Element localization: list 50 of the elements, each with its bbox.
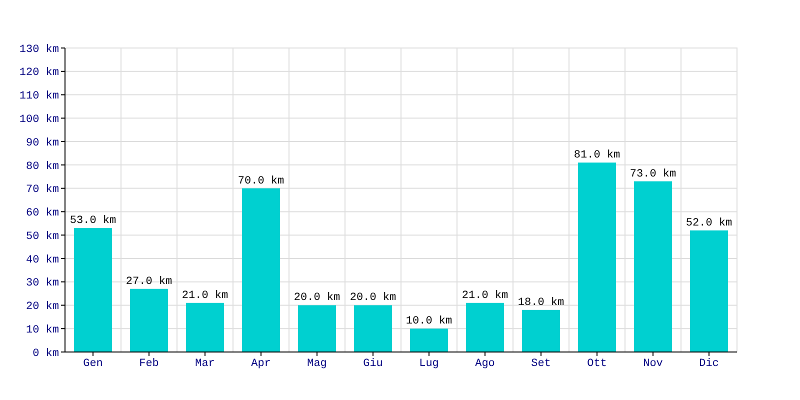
data-label: 53.0 km — [70, 215, 116, 228]
x-tick-label: Gen — [83, 358, 103, 370]
x-tick-label: Apr — [251, 358, 271, 370]
x-tick-label: Mar — [195, 358, 215, 370]
data-label: 20.0 km — [350, 292, 396, 304]
y-tick-label: 40 km — [26, 254, 60, 266]
data-label: 18.0 km — [518, 296, 564, 309]
data-label: 81.0 km — [574, 150, 620, 162]
y-tick-label: 50 km — [26, 230, 60, 243]
y-tick-label: 60 km — [26, 208, 60, 220]
y-tick-label: 30 km — [26, 278, 60, 290]
x-tick-label: Mag — [307, 358, 327, 370]
data-label: 73.0 km — [630, 168, 676, 180]
x-tick-label: Giu — [363, 358, 383, 370]
x-tick-label: Set — [531, 358, 551, 370]
y-tick-label: 100 km — [19, 114, 60, 126]
data-label: 20.0 km — [294, 292, 340, 304]
y-tick-label: 20 km — [26, 301, 60, 314]
y-tick-label: 10 km — [26, 324, 60, 336]
bar — [578, 162, 616, 352]
data-label: 70.0 km — [238, 175, 284, 188]
bar — [690, 230, 728, 352]
y-tick-label: 90 km — [26, 137, 60, 150]
data-label: 27.0 km — [126, 276, 172, 288]
y-tick-label: 110 km — [19, 90, 60, 103]
x-tick-label: Dic — [699, 358, 719, 370]
bar — [242, 188, 280, 352]
bar — [74, 228, 112, 352]
y-tick-label: 0 km — [32, 348, 60, 360]
bar — [522, 310, 560, 352]
bar — [298, 305, 336, 352]
data-label: 52.0 km — [686, 217, 732, 230]
x-tick-label: Ott — [587, 358, 607, 370]
bar — [634, 181, 672, 352]
y-tick-label: 130 km — [19, 44, 60, 56]
y-tick-label: 120 km — [19, 67, 60, 80]
bar — [130, 288, 168, 352]
x-tick-label: Ago — [475, 358, 495, 370]
x-tick-label: Nov — [643, 358, 664, 370]
y-tick-label: 70 km — [26, 184, 60, 196]
bar — [186, 302, 224, 352]
x-tick-label: Lug — [419, 358, 439, 370]
y-tick-label: 80 km — [26, 160, 60, 173]
bar — [410, 328, 448, 352]
x-tick-label: Feb — [139, 358, 159, 370]
bar — [466, 302, 504, 352]
data-label: 21.0 km — [182, 290, 228, 302]
bar — [354, 305, 392, 352]
data-label: 21.0 km — [462, 290, 508, 302]
data-label: 10.0 km — [406, 316, 452, 328]
